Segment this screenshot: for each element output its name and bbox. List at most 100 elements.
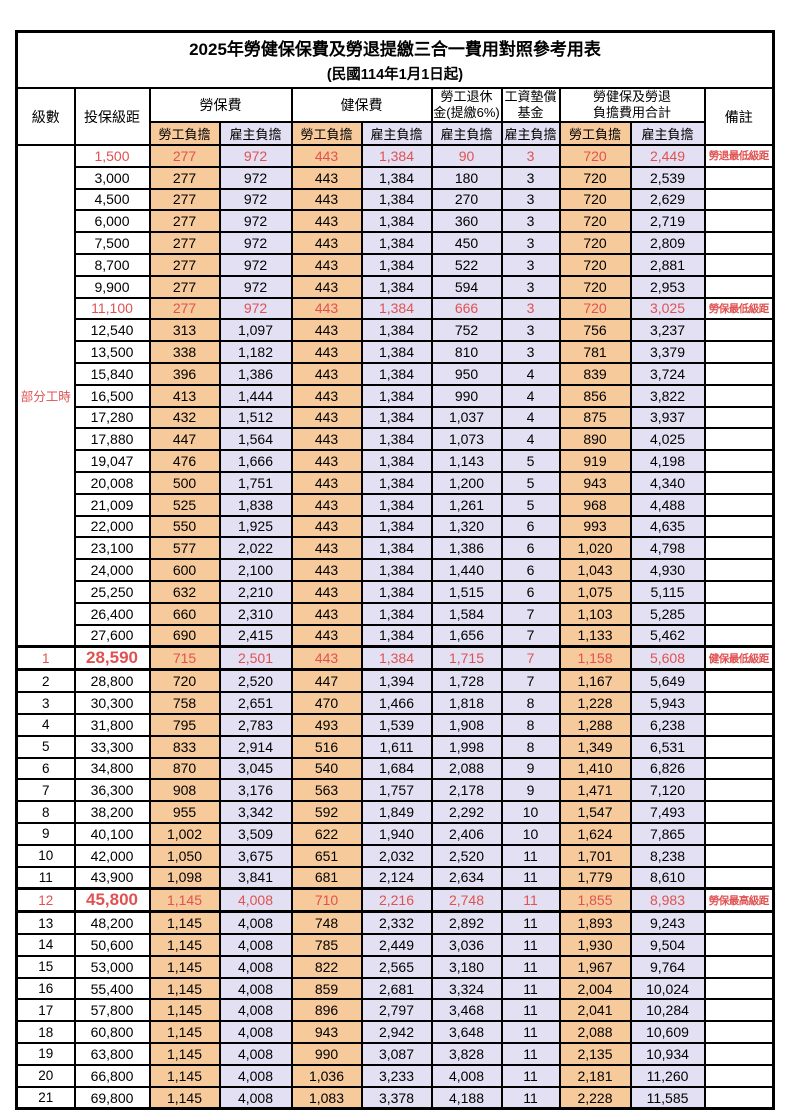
note-cell [703, 340, 775, 364]
table-row: 7,500 277 972 443 1,384 450 3 720 2,809 [17, 231, 775, 255]
note-cell [703, 1063, 775, 1088]
total-employer-cell: 2,539 [629, 165, 706, 190]
wage-fund-employer-cell: 3 [500, 318, 561, 343]
total-employer-cell: 2,953 [629, 274, 706, 299]
total-employee-cell: 720 [558, 187, 632, 212]
total-employer-cell: 7,865 [629, 821, 706, 846]
note-cell [703, 756, 775, 781]
wage-fund-employer-cell: 11 [500, 1020, 561, 1045]
labor-employee-cell: 432 [148, 405, 221, 430]
total-employer-cell: 7,120 [629, 778, 706, 803]
note-cell [703, 536, 775, 561]
note-cell [703, 601, 775, 626]
total-employer-cell: 3,724 [629, 361, 706, 386]
level-cell: 11 [15, 865, 76, 890]
health-employer-cell: 2,032 [360, 843, 433, 868]
bracket-cell: 17,880 [73, 427, 151, 452]
total-employee-cell: 720 [558, 274, 632, 299]
total-employee-cell: 875 [558, 405, 632, 430]
labor-employer-cell: 1,564 [218, 427, 293, 452]
health-employee-cell: 785 [290, 933, 363, 957]
table-row: 4,500 277 972 443 1,384 270 3 720 2,629 [17, 187, 775, 212]
table-row: 24,000 600 2,100 443 1,384 1,440 6 1,043 4,930 [17, 558, 775, 582]
health-employer-cell: 1,940 [360, 821, 433, 846]
wage-fund-employer-cell: 11 [500, 1085, 561, 1110]
health-employer-cell: 2,124 [360, 865, 433, 890]
wage-fund-employer-cell: 11 [500, 1063, 561, 1088]
total-employer-cell: 2,449 [629, 144, 706, 168]
pension-employer-cell: 3,180 [430, 954, 503, 979]
total-employee-cell: 2,004 [558, 976, 632, 1001]
labor-employer-cell: 1,666 [218, 449, 293, 473]
bracket-cell: 33,300 [73, 734, 151, 759]
total-employee-cell: 1,349 [558, 734, 632, 759]
note-cell [703, 734, 775, 759]
header-group-row: 級數 投保級距 勞保費 健保費 勞工退休 金(提繳6%) 工資墊償 基金 勞健保… [15, 87, 775, 146]
pension-employer-cell: 2,292 [430, 800, 503, 824]
labor-employer-cell: 2,914 [218, 734, 293, 759]
table-row: 13 48,200 1,145 4,008 748 2,332 2,892 11 1,893 9,… [15, 910, 775, 936]
subheader-health-employee: 勞工負擔 [290, 121, 363, 146]
level-cell: 21 [15, 1085, 76, 1110]
total-employee-cell: 1,020 [558, 536, 632, 561]
wage-fund-employer-cell: 5 [500, 492, 561, 517]
note-cell [703, 579, 775, 604]
health-employer-cell: 1,384 [360, 361, 433, 386]
labor-employee-cell: 313 [148, 318, 221, 343]
health-employer-cell: 1,384 [360, 187, 433, 212]
pension-employer-cell: 1,073 [430, 427, 503, 452]
health-employer-cell: 1,384 [360, 340, 433, 364]
level-cell: 18 [15, 1020, 76, 1045]
total-line1: 勞健保及勞退 [592, 89, 671, 104]
total-employer-cell: 3,025 [629, 296, 706, 321]
note-cell [703, 165, 775, 190]
health-employer-cell: 1,394 [360, 668, 433, 694]
total-employer-cell: 10,609 [629, 1020, 706, 1045]
labor-employee-cell: 1,145 [148, 976, 221, 1001]
total-employer-cell: 5,115 [629, 579, 706, 604]
bracket-cell: 69,800 [73, 1085, 151, 1110]
level-cell: 5 [15, 734, 76, 759]
labor-employee-cell: 1,098 [148, 865, 221, 890]
labor-employee-cell: 1,050 [148, 843, 221, 868]
health-employer-cell: 3,087 [360, 1042, 433, 1066]
bracket-cell: 31,800 [73, 712, 151, 737]
table-row: 9 40,100 1,002 3,509 622 1,940 2,406 10 1,624 7,8… [15, 821, 775, 846]
table-row: 27,600 690 2,415 443 1,384 1,656 7 1,133 5,462 [17, 623, 775, 648]
pension-employer-cell: 3,468 [430, 998, 503, 1023]
total-employer-cell: 5,649 [629, 668, 706, 694]
labor-employee-cell: 1,145 [148, 1042, 221, 1066]
pension-employer-cell: 1,200 [430, 470, 503, 495]
note-cell [703, 1042, 775, 1066]
bracket-cell: 57,800 [73, 998, 151, 1023]
pension-employer-cell: 2,748 [430, 887, 503, 914]
bracket-cell: 66,800 [73, 1063, 151, 1088]
labor-employee-cell: 795 [148, 712, 221, 737]
labor-employer-cell: 3,675 [218, 843, 293, 868]
health-employer-cell: 2,216 [360, 887, 433, 914]
note-cell: 勞保最高級距 [703, 887, 775, 914]
total-employee-cell: 839 [558, 361, 632, 386]
health-employer-cell: 2,449 [360, 933, 433, 957]
total-employer-cell: 5,943 [629, 691, 706, 715]
table-row: 15,840 396 1,386 443 1,384 950 4 839 3,724 [17, 361, 775, 386]
table-row: 22,000 550 1,925 443 1,384 1,320 6 993 4,635 [17, 514, 775, 539]
note-cell [703, 187, 775, 212]
labor-employer-cell: 3,342 [218, 800, 293, 824]
bracket-cell: 11,100 [73, 296, 151, 321]
subheader-health-employer: 雇主負擔 [360, 121, 433, 146]
pension-employer-cell: 3,828 [430, 1042, 503, 1066]
labor-employer-cell: 2,520 [218, 668, 293, 694]
table-row: 17 57,800 1,145 4,008 896 2,797 3,468 11 2,041 10… [15, 998, 775, 1023]
table-row: 9,900 277 972 443 1,384 594 3 720 2,953 [17, 274, 775, 299]
wage-fund-employer-cell: 11 [500, 887, 561, 914]
wage-fund-employer-cell: 11 [500, 998, 561, 1023]
health-employee-cell: 681 [290, 865, 363, 890]
col-header-note: 備註 [703, 87, 775, 146]
health-employee-cell: 443 [290, 601, 363, 626]
health-employee-cell: 540 [290, 756, 363, 781]
note-cell [703, 668, 775, 694]
total-employer-cell: 9,243 [629, 910, 706, 936]
labor-employee-cell: 277 [148, 144, 221, 168]
wage-fund-employer-cell: 11 [500, 1042, 561, 1066]
